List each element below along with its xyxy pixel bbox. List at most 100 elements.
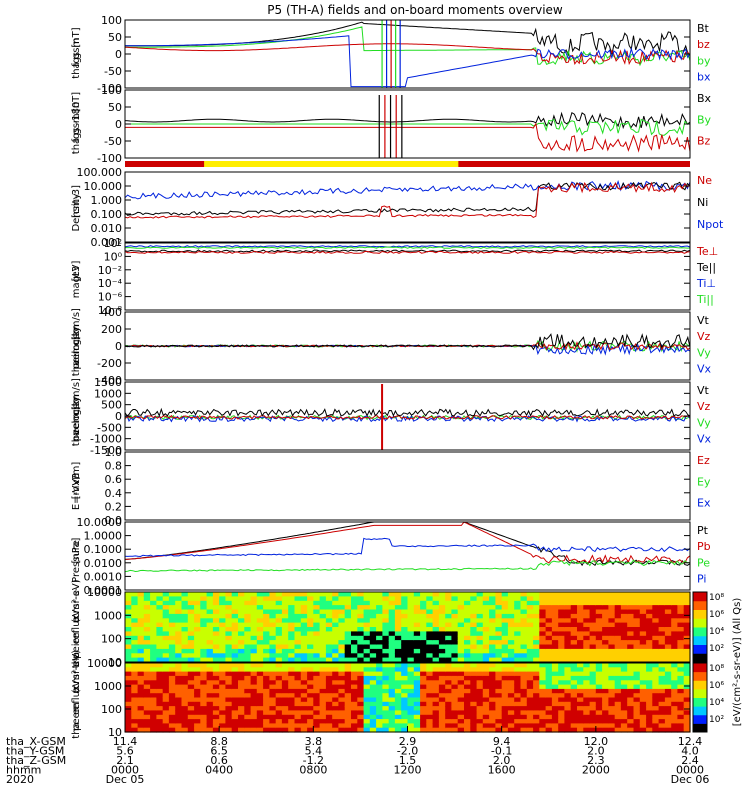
spectrogram-cell bbox=[551, 723, 559, 729]
spectrogram-cell bbox=[351, 592, 358, 597]
spectrogram-cell bbox=[646, 592, 653, 597]
spectrogram-cell bbox=[489, 609, 496, 615]
spectrogram-cell bbox=[225, 600, 233, 606]
spectrogram-cell bbox=[564, 640, 572, 646]
spectrogram-cell bbox=[602, 613, 609, 619]
spectrogram-cell bbox=[225, 697, 233, 703]
spectrogram-cell bbox=[175, 684, 183, 690]
spectrogram-cell bbox=[244, 592, 252, 597]
spectrogram-cell bbox=[369, 710, 377, 716]
spectrogram-cell bbox=[464, 635, 471, 641]
spectrogram-cell bbox=[307, 640, 314, 646]
spectrogram-cell bbox=[269, 613, 277, 619]
spectrogram-cell bbox=[489, 714, 496, 720]
spectrogram-cell bbox=[363, 622, 371, 628]
spectrogram-cell bbox=[595, 635, 603, 641]
spectrogram-cell bbox=[219, 688, 227, 694]
spectrogram-cell bbox=[181, 592, 189, 597]
spectrogram-cell bbox=[602, 592, 609, 597]
spectrogram-cell bbox=[162, 710, 170, 716]
spectrogram-cell bbox=[344, 644, 352, 650]
spectrogram-cell bbox=[646, 684, 653, 690]
spectrogram-cell bbox=[583, 640, 591, 646]
spectrogram-cell bbox=[401, 618, 409, 624]
spectrogram-cell bbox=[256, 697, 264, 703]
spectrogram-cell bbox=[501, 701, 509, 707]
spectrogram-cell bbox=[677, 693, 685, 699]
spectrogram-cell bbox=[652, 671, 660, 677]
spectrogram-cell bbox=[319, 710, 327, 716]
spectrogram-cell bbox=[438, 627, 446, 632]
ylabel-line: peem bbox=[71, 413, 82, 441]
spectrogram-cell bbox=[137, 680, 145, 686]
spectrogram-cell bbox=[244, 727, 252, 733]
spectrogram-cell bbox=[608, 657, 616, 663]
spectrogram-cell bbox=[570, 609, 578, 615]
spectrogram-cell bbox=[551, 618, 559, 624]
spectrogram-cell bbox=[175, 671, 183, 677]
spectrogram-cell bbox=[664, 618, 672, 624]
spectrogram-cell bbox=[539, 609, 547, 615]
spectrogram-cell bbox=[664, 680, 672, 686]
spectrogram-cell bbox=[627, 688, 635, 694]
spectrogram-cell bbox=[369, 675, 377, 681]
spectrogram-cell bbox=[288, 613, 296, 619]
spectrogram-cell bbox=[639, 653, 647, 659]
spectrogram-cell bbox=[470, 657, 478, 663]
spectrogram-cell bbox=[451, 684, 459, 690]
spectrogram-cell bbox=[577, 710, 584, 716]
spectrogram-cell bbox=[664, 622, 672, 628]
spectrogram-cell bbox=[514, 605, 522, 611]
footer-value: 9.4 bbox=[493, 735, 511, 748]
spectrogram-cell bbox=[162, 653, 170, 659]
spectrogram-cell bbox=[589, 680, 597, 686]
spectrogram-cell bbox=[627, 680, 635, 686]
spectrogram-cell bbox=[137, 693, 145, 699]
spectrogram-cell bbox=[620, 684, 628, 690]
spectrogram-cell bbox=[143, 648, 151, 654]
spectrogram-cell bbox=[194, 671, 201, 677]
spectrogram-cell bbox=[219, 618, 227, 624]
footer-value: 3.8 bbox=[305, 735, 323, 748]
spectrogram-cell bbox=[602, 648, 609, 654]
spectrogram-cell bbox=[407, 706, 415, 711]
spectrogram-cell bbox=[595, 600, 603, 606]
spectrogram-cell bbox=[614, 644, 622, 650]
spectrogram-cell bbox=[501, 657, 509, 663]
spectrogram-cell bbox=[175, 680, 183, 686]
spectrogram-cell bbox=[595, 640, 603, 646]
spectrogram-cell bbox=[382, 701, 390, 707]
ytick-label: -50 bbox=[104, 65, 122, 78]
spectrogram-cell bbox=[401, 592, 409, 597]
spectrogram-cell bbox=[357, 648, 365, 654]
spectrogram-cell bbox=[482, 635, 490, 641]
spectrogram-cell bbox=[388, 727, 396, 733]
spectrogram-cell bbox=[677, 592, 685, 597]
spectrogram-cell bbox=[652, 680, 660, 686]
spectrogram-cell bbox=[652, 701, 660, 707]
footer-value: 0.6 bbox=[210, 754, 228, 767]
spectrogram-cell bbox=[294, 644, 302, 650]
spectrogram-cell bbox=[482, 663, 490, 668]
spectrogram-cell bbox=[507, 613, 515, 619]
legend-fgs-theta-1: By bbox=[697, 113, 712, 126]
spectrogram-cell bbox=[608, 648, 616, 654]
ylabel-line: eflux bbox=[71, 615, 82, 640]
spectrogram-cell bbox=[150, 640, 157, 646]
spectrogram-cell bbox=[677, 688, 685, 694]
spectrogram-cell bbox=[501, 719, 509, 724]
spectrogram-cell bbox=[269, 609, 277, 615]
spectrogram-cell bbox=[332, 663, 340, 668]
spectrogram-cell bbox=[639, 706, 647, 711]
spectrogram-cell bbox=[602, 667, 609, 673]
spectrogram-cell bbox=[495, 680, 503, 686]
spectrogram-cell bbox=[482, 640, 490, 646]
spectrogram-cell bbox=[332, 727, 340, 733]
spectrogram-cell bbox=[514, 719, 522, 724]
spectrogram-cell bbox=[363, 684, 371, 690]
spectrogram-cell bbox=[570, 653, 578, 659]
spectrogram-cell bbox=[407, 671, 415, 677]
spectrogram-cell bbox=[627, 596, 635, 602]
spectrogram-cell bbox=[639, 600, 647, 606]
